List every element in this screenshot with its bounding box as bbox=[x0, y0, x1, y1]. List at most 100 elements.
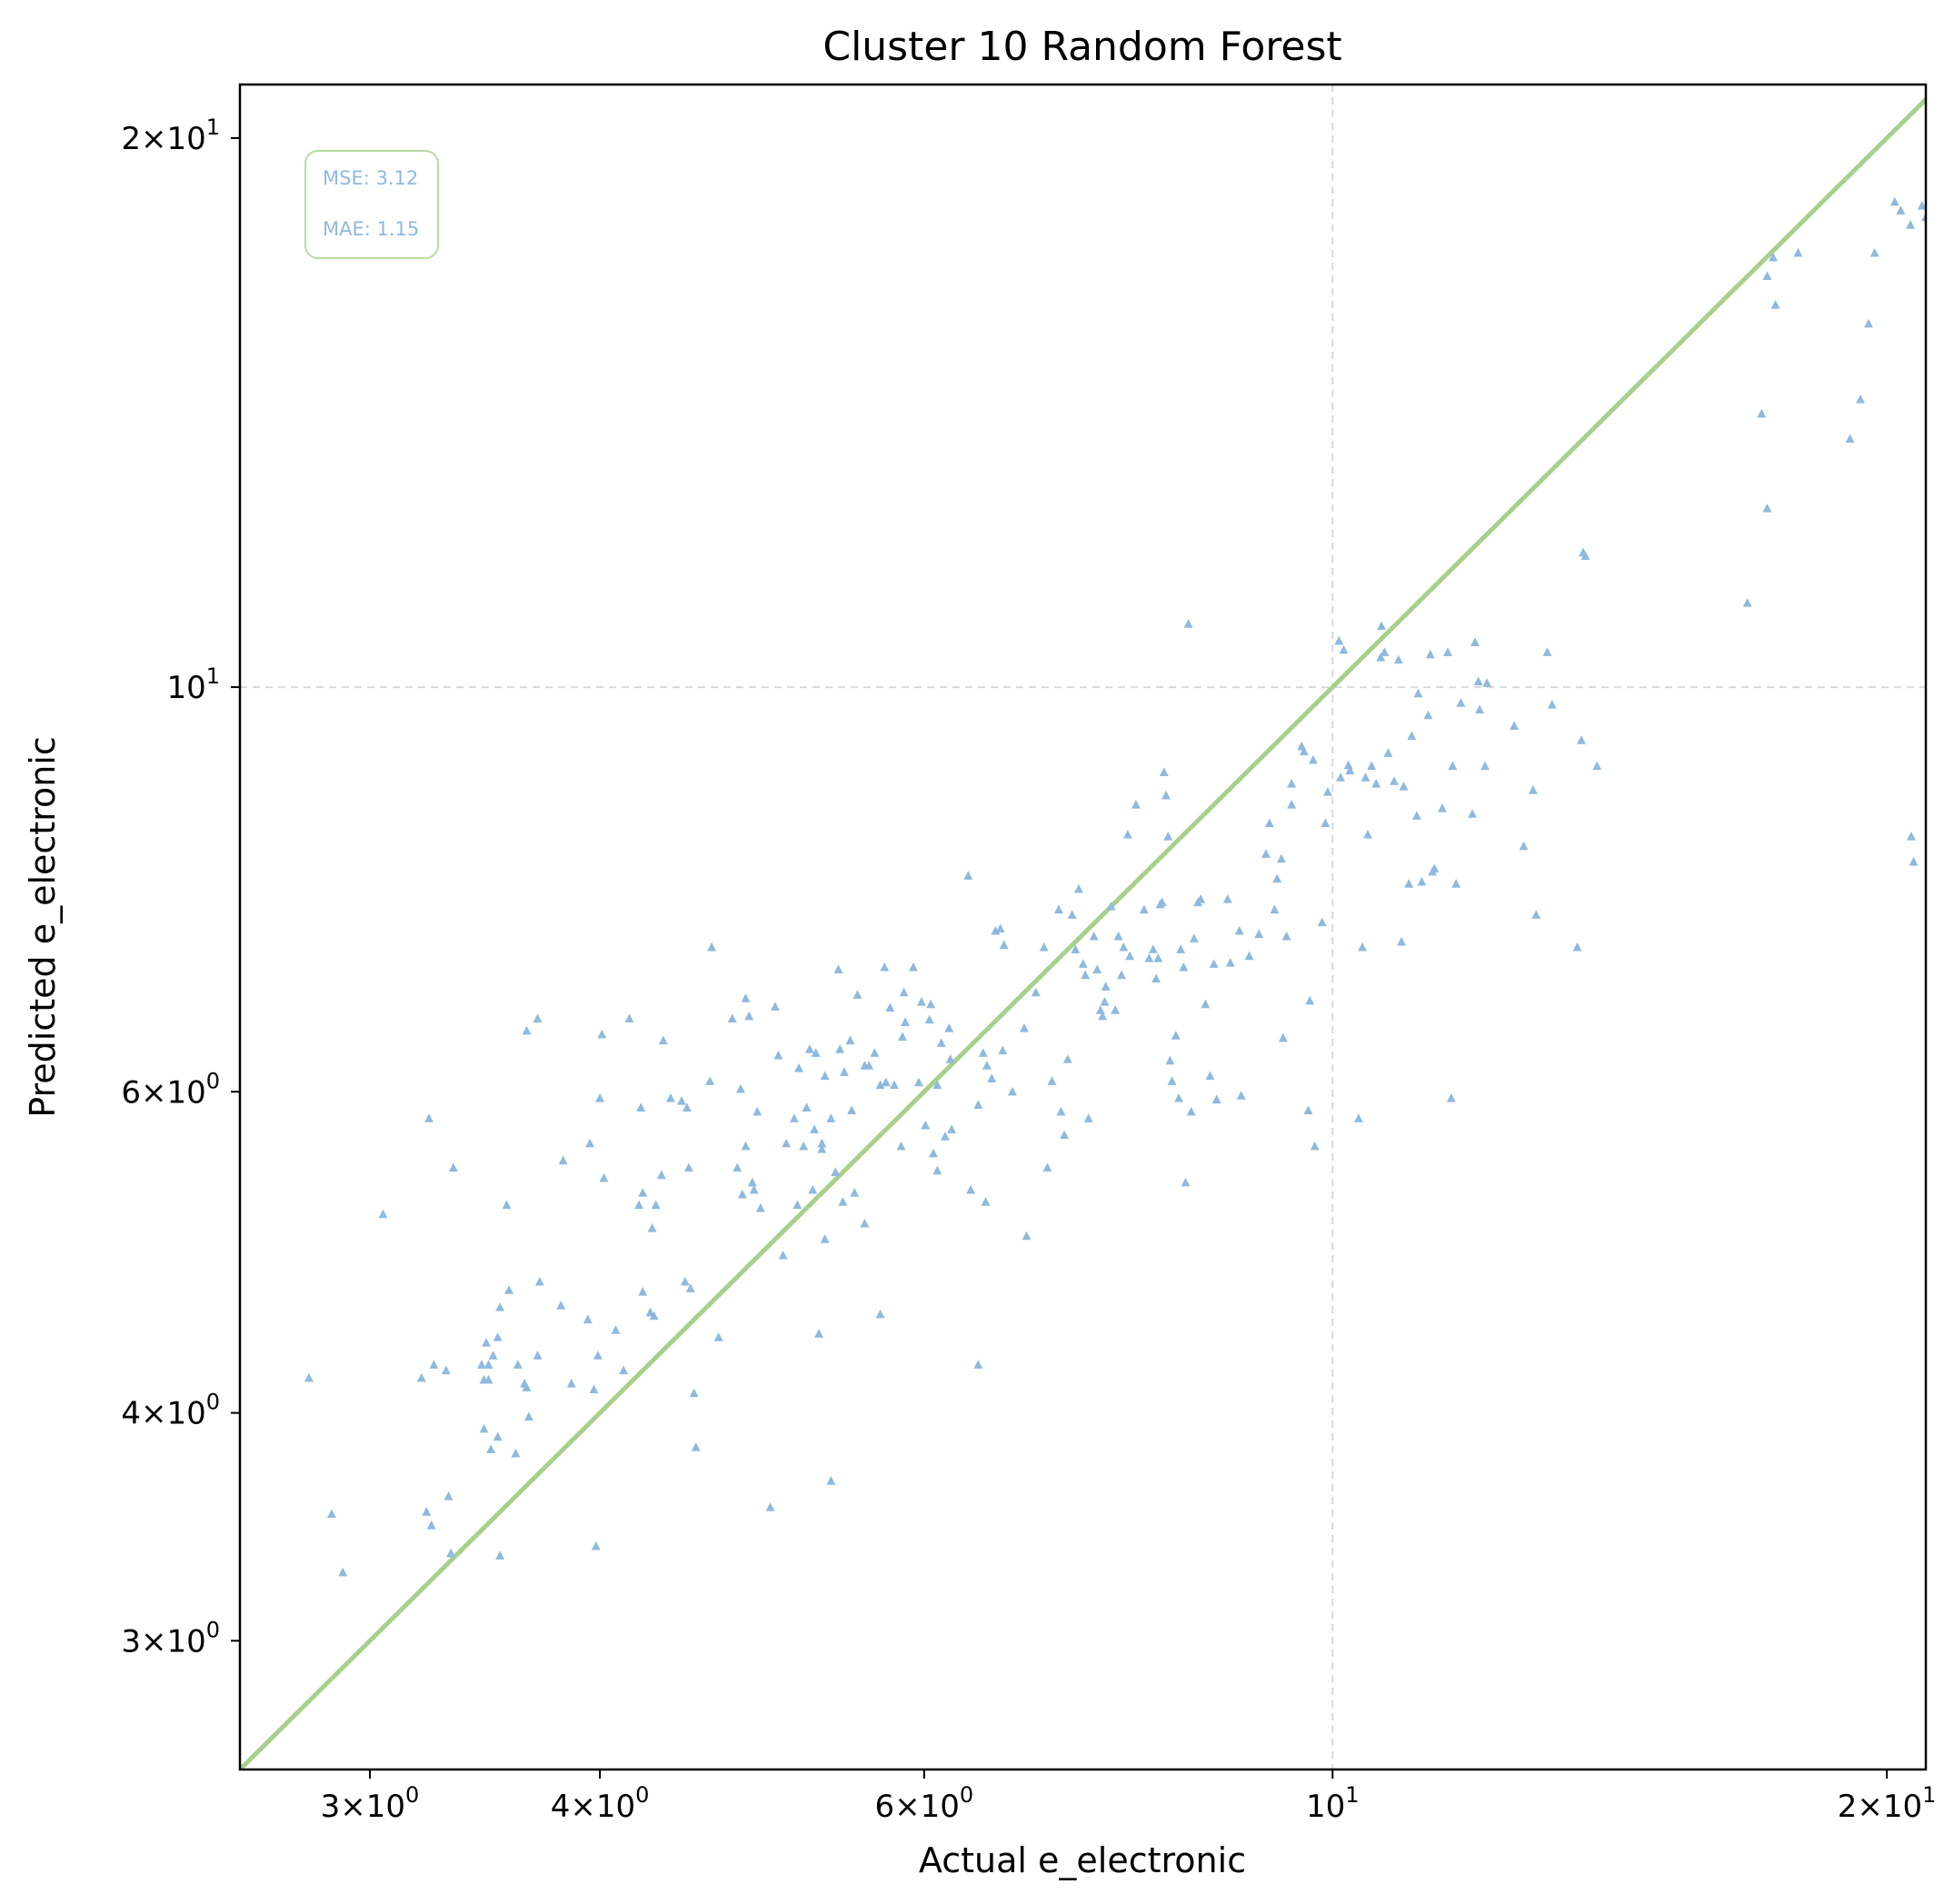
data-point-64 bbox=[680, 1276, 690, 1286]
data-point-261 bbox=[1430, 863, 1440, 873]
data-point-256 bbox=[1413, 688, 1423, 698]
data-point-57 bbox=[647, 1222, 657, 1232]
data-point-263 bbox=[1443, 647, 1452, 656]
data-point-74 bbox=[733, 1162, 743, 1172]
data-point-95 bbox=[811, 1048, 821, 1057]
x-tick-label-4: 2×101 bbox=[1838, 1782, 1937, 1825]
data-point-215 bbox=[1254, 929, 1264, 939]
data-point-48 bbox=[611, 1325, 621, 1334]
y-axis-ticks: 3×100 4×100 6×100 101 2×101 bbox=[121, 115, 240, 1660]
data-point-167 bbox=[1078, 959, 1088, 968]
data-point-230 bbox=[1310, 1141, 1320, 1151]
data-point-203 bbox=[1189, 933, 1199, 942]
data-point-162 bbox=[1060, 1130, 1070, 1140]
data-point-165 bbox=[1071, 944, 1081, 953]
data-point-155 bbox=[1022, 1231, 1032, 1241]
data-point-283 bbox=[1580, 551, 1590, 560]
data-point-109 bbox=[845, 1035, 855, 1045]
data-point-271 bbox=[1475, 704, 1485, 713]
data-point-119 bbox=[881, 1077, 891, 1087]
data-point-80 bbox=[744, 1011, 754, 1021]
data-point-36 bbox=[533, 1351, 543, 1360]
data-point-32 bbox=[522, 1025, 532, 1035]
data-point-245 bbox=[1376, 653, 1386, 662]
data-point-255 bbox=[1411, 811, 1421, 820]
data-point-222 bbox=[1281, 931, 1291, 941]
data-point-275 bbox=[1519, 841, 1529, 851]
data-point-280 bbox=[1572, 942, 1582, 952]
data-point-61 bbox=[665, 1093, 675, 1102]
data-point-157 bbox=[1039, 942, 1049, 952]
data-point-185 bbox=[1144, 953, 1154, 962]
data-point-268 bbox=[1468, 809, 1477, 818]
data-point-298 bbox=[1906, 220, 1916, 229]
data-point-221 bbox=[1278, 1032, 1288, 1042]
data-point-146 bbox=[981, 1197, 991, 1206]
data-point-31 bbox=[522, 1382, 532, 1391]
data-point-27 bbox=[504, 1285, 513, 1294]
data-point-121 bbox=[885, 1002, 895, 1012]
data-point-138 bbox=[945, 1054, 955, 1063]
data-point-63 bbox=[682, 1102, 692, 1111]
data-point-205 bbox=[1196, 894, 1206, 903]
grid-lines bbox=[240, 85, 1926, 1769]
data-point-178 bbox=[1113, 931, 1123, 941]
data-point-239 bbox=[1353, 1113, 1363, 1122]
metric-mse: MSE: 3.12 bbox=[323, 167, 418, 189]
data-point-219 bbox=[1272, 873, 1282, 883]
data-point-281 bbox=[1577, 735, 1586, 744]
data-point-65 bbox=[685, 1283, 695, 1292]
data-point-265 bbox=[1448, 761, 1458, 771]
data-point-86 bbox=[778, 1250, 788, 1260]
data-point-259 bbox=[1425, 649, 1435, 659]
data-point-91 bbox=[799, 1141, 809, 1151]
data-point-71 bbox=[707, 942, 717, 952]
data-point-293 bbox=[1856, 394, 1865, 404]
data-point-20 bbox=[484, 1360, 493, 1369]
data-point-190 bbox=[1157, 897, 1167, 907]
data-point-175 bbox=[1101, 982, 1111, 991]
metric-mae: MAE: 1.15 bbox=[323, 218, 419, 240]
data-point-273 bbox=[1482, 678, 1492, 687]
data-point-47 bbox=[599, 1172, 609, 1182]
data-point-200 bbox=[1181, 1177, 1191, 1187]
data-point-301 bbox=[1917, 201, 1926, 210]
data-point-277 bbox=[1531, 910, 1541, 919]
data-point-296 bbox=[1889, 196, 1899, 206]
data-point-136 bbox=[936, 1038, 946, 1047]
data-point-88 bbox=[789, 1113, 799, 1122]
data-point-130 bbox=[921, 1120, 931, 1130]
data-point-1 bbox=[304, 1372, 314, 1382]
data-point-272 bbox=[1480, 761, 1490, 771]
plot-frame bbox=[238, 83, 1928, 1771]
data-point-233 bbox=[1322, 786, 1332, 796]
data-point-299 bbox=[1906, 832, 1916, 841]
data-point-13 bbox=[448, 1162, 458, 1172]
data-point-150 bbox=[995, 923, 1005, 933]
data-point-193 bbox=[1163, 832, 1173, 841]
data-point-144 bbox=[973, 1360, 983, 1369]
data-point-254 bbox=[1407, 731, 1417, 741]
data-point-274 bbox=[1510, 721, 1520, 731]
data-point-156 bbox=[1031, 987, 1041, 997]
data-point-201 bbox=[1183, 619, 1193, 628]
data-point-56 bbox=[649, 1311, 659, 1321]
data-point-262 bbox=[1437, 803, 1447, 812]
data-point-12 bbox=[446, 1548, 456, 1558]
data-point-14 bbox=[476, 1360, 486, 1369]
data-point-278 bbox=[1542, 647, 1552, 656]
data-point-295 bbox=[1869, 247, 1879, 257]
data-point-7 bbox=[426, 1520, 436, 1530]
data-point-253 bbox=[1404, 879, 1414, 888]
data-point-69 bbox=[705, 1076, 715, 1085]
data-point-15 bbox=[479, 1423, 489, 1433]
data-point-213 bbox=[1236, 1091, 1246, 1100]
data-point-284 bbox=[1592, 761, 1602, 771]
data-point-217 bbox=[1264, 818, 1274, 828]
data-point-258 bbox=[1423, 710, 1433, 720]
data-point-60 bbox=[658, 1035, 668, 1045]
data-point-82 bbox=[755, 1202, 765, 1212]
data-point-68 bbox=[689, 1388, 699, 1398]
data-point-33 bbox=[523, 1411, 533, 1421]
data-point-102 bbox=[826, 1113, 836, 1122]
